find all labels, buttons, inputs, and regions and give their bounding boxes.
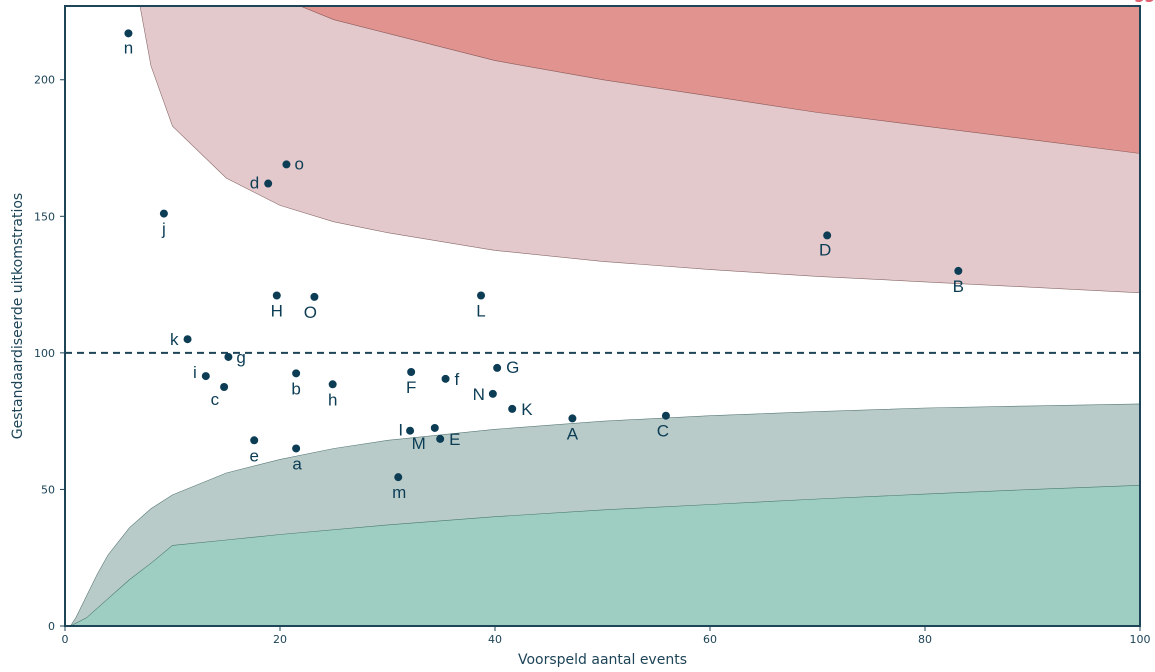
point-label-C: C: [657, 422, 669, 441]
point-label-F: F: [406, 378, 416, 397]
axes: 0 20 40 60 80 100 0 50 100 150 200: [34, 5, 1151, 646]
point-label-L: L: [476, 302, 485, 321]
data-point-o: [282, 160, 291, 169]
data-point-E: [436, 434, 445, 443]
data-point-B: [954, 266, 963, 275]
data-point-F: [407, 367, 416, 376]
y-axis-title: Gestandaardiseerde uitkomstratios: [10, 193, 26, 439]
x-tick-label: 20: [273, 633, 287, 646]
point-label-O: O: [304, 303, 317, 322]
x-tick-label: 100: [1130, 633, 1151, 646]
corner-mark: ЭЭ: [1134, 0, 1155, 6]
data-point-g: [224, 352, 233, 361]
y-tick-label: 200: [34, 74, 55, 87]
point-label-B: B: [953, 277, 964, 296]
point-label-j: j: [161, 220, 166, 239]
point-label-M: M: [412, 434, 426, 453]
data-point-m: [394, 473, 403, 482]
point-label-N: N: [473, 385, 485, 404]
data-point-K: [508, 404, 517, 413]
data-point-j: [159, 209, 168, 218]
data-point-L: [477, 291, 486, 300]
data-point-f: [441, 374, 450, 383]
data-point-G: [493, 363, 502, 372]
data-point-A: [568, 414, 577, 423]
data-point-h: [328, 380, 337, 389]
point-label-c: c: [211, 390, 220, 409]
upper-inner-band: [299, 6, 1140, 154]
point-label-h: h: [328, 390, 337, 409]
y-tick-label: 100: [34, 347, 55, 360]
point-label-G: G: [506, 358, 519, 377]
point-label-g: g: [236, 348, 245, 367]
data-point-M: [430, 423, 439, 432]
point-label-f: f: [455, 370, 460, 389]
x-tick-label: 60: [703, 633, 717, 646]
point-label-a: a: [292, 454, 302, 473]
point-label-e: e: [249, 446, 258, 465]
data-point-d: [264, 179, 273, 188]
data-point-c: [220, 383, 229, 392]
data-point-D: [823, 231, 832, 240]
point-label-b: b: [291, 379, 300, 398]
data-point-C: [661, 411, 670, 420]
control-limit-bands: [70, 6, 1140, 626]
x-tick-label: 0: [62, 633, 69, 646]
point-label-H: H: [271, 302, 283, 321]
x-tick-label: 40: [488, 633, 502, 646]
data-point-e: [250, 436, 259, 445]
x-tick-label: 80: [918, 633, 932, 646]
point-label-m: m: [392, 483, 406, 502]
point-label-E: E: [449, 430, 460, 449]
point-label-d: d: [250, 174, 259, 193]
y-tick-label: 150: [34, 210, 55, 223]
data-point-n: [124, 29, 133, 38]
data-points: n o d j D B H O Lk g ic b h F f G N K A C IM Ee a m: [124, 29, 964, 502]
point-label-D: D: [819, 240, 831, 259]
data-point-I: [406, 426, 415, 435]
point-label-k: k: [170, 330, 179, 349]
point-label-K: K: [521, 400, 533, 419]
data-point-O: [310, 292, 319, 301]
x-axis-title: Voorspeld aantal events: [518, 652, 687, 668]
point-label-A: A: [567, 424, 579, 443]
point-label-n: n: [124, 38, 133, 57]
data-point-a: [292, 444, 301, 453]
y-tick-label: 0: [48, 620, 55, 633]
point-label-I: I: [398, 421, 403, 440]
plot-frame: [64, 5, 1141, 627]
y-tick-label: 50: [41, 483, 55, 496]
data-point-k: [183, 335, 192, 344]
point-label-o: o: [294, 154, 303, 173]
lower-inner-band: [70, 484, 1140, 626]
data-point-i: [201, 372, 210, 381]
data-point-H: [272, 291, 281, 300]
data-point-N: [488, 389, 497, 398]
point-label-i: i: [193, 363, 197, 382]
data-point-b: [292, 369, 301, 378]
